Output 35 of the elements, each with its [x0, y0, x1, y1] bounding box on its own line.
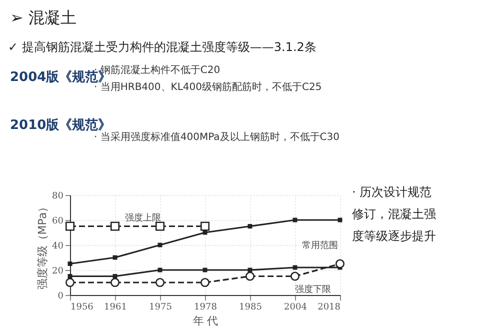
point [155, 278, 165, 288]
x-tick-label: 1978 [194, 302, 218, 312]
x-tick-label: 2004 [284, 302, 308, 312]
y-axis-title: 强度等级（MPa） [36, 201, 50, 290]
annotation: 强度下限 [295, 284, 331, 295]
point [200, 278, 210, 288]
point [65, 278, 75, 288]
point [110, 278, 120, 288]
y-tick-label: 80 [52, 192, 64, 202]
x-tick-label: 2018 [318, 302, 341, 312]
point [110, 222, 120, 231]
point [65, 222, 75, 231]
point [245, 272, 255, 281]
x-tick-label: 1975 [149, 302, 172, 312]
y-tick-label: 60 [52, 216, 64, 226]
text: 2010版《规范》 [10, 118, 112, 133]
chart-title: ➢ 混凝土 [10, 8, 76, 27]
annotation: 强度上限 [125, 212, 161, 224]
x-tick-label: 1985 [239, 302, 262, 312]
y-tick-label: 20 [52, 266, 64, 276]
text: · 历次设计规范修订，混凝土强度等级逐步提升 [352, 185, 436, 243]
y-tick-label: 0 [58, 292, 64, 302]
point [155, 222, 165, 231]
x-tick-label: 1956 [70, 302, 94, 312]
x-tick-label: 1961 [104, 302, 127, 312]
point [335, 259, 345, 268]
point [200, 222, 210, 231]
point [290, 272, 300, 281]
annotation: 常用范围 [302, 240, 338, 251]
chart-subtitle: ✓ 提高钢筋混凝土受力构件的混凝土强度等级——3.1.2条 [8, 40, 316, 54]
point [248, 224, 252, 228]
text: · 当采用强度标准值400MPa及以上钢筋时，不低于C30 [94, 131, 340, 143]
y-tick-label: 40 [52, 242, 64, 252]
x-axis-title: 年 代 [192, 314, 218, 328]
point [68, 262, 72, 266]
